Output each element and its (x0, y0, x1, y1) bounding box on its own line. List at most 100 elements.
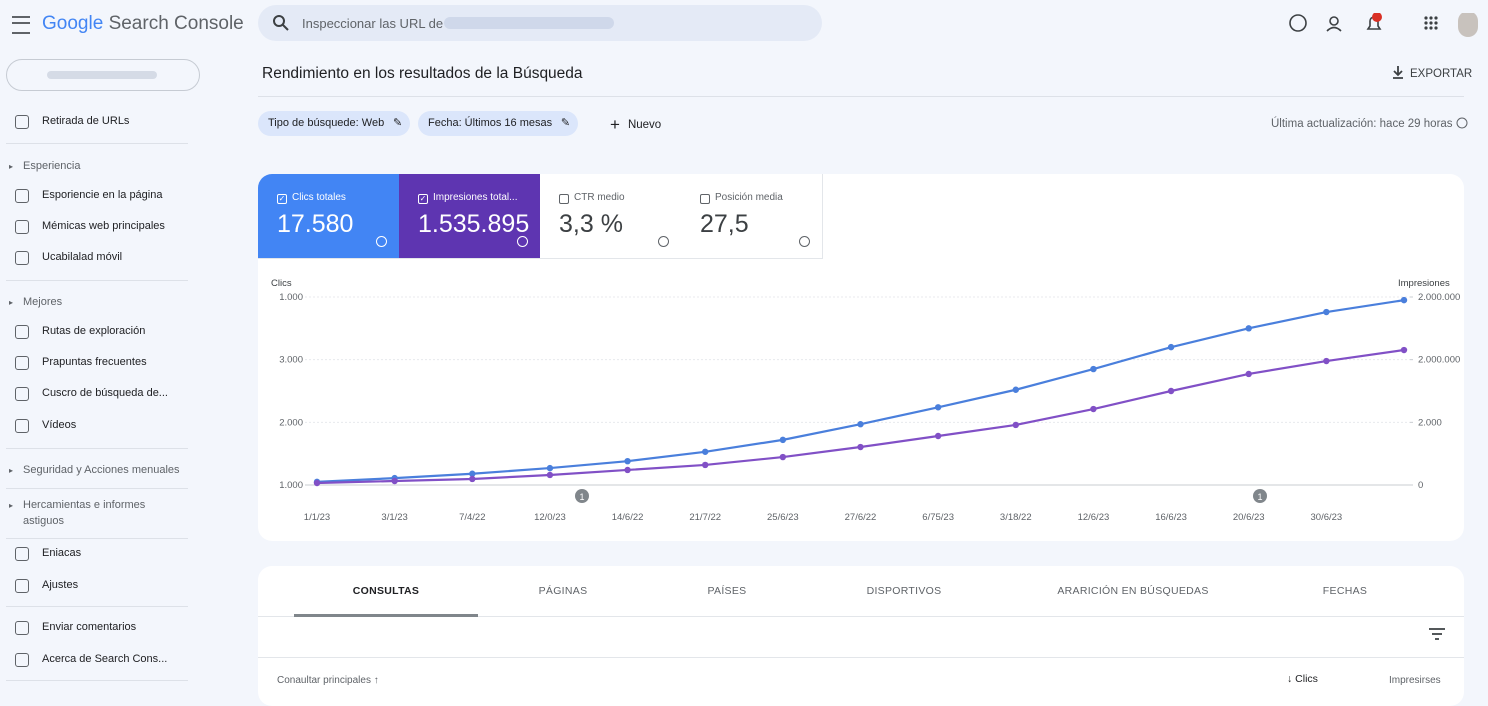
sidebar-item[interactable]: Eniacas (42, 547, 82, 559)
sidebar-icon (15, 579, 29, 593)
sidebar-section[interactable]: Hercamientas e informes astiguos (23, 499, 146, 527)
section-arrow: ▸ (9, 162, 14, 171)
sidebar-icon (15, 356, 29, 370)
data-point (934, 404, 942, 411)
data-point (779, 436, 787, 444)
sidebar-section[interactable]: Seguridad y Acciones menuales (23, 464, 180, 476)
filter-chip[interactable]: Fecha: Últimos 16 mesas ✎ (418, 111, 579, 136)
metric-label: Impresiones total... (433, 192, 518, 203)
tab[interactable]: CONSULTAS (352, 585, 420, 597)
header-icons (1289, 13, 1478, 37)
metric-value: 27,5 (700, 210, 749, 238)
new-filter[interactable]: + Nuevo (610, 115, 662, 134)
product-name: Search Console (108, 13, 244, 34)
x-tick-label: 3/18/22 (1000, 512, 1032, 523)
tab[interactable]: PAÍSES (707, 585, 747, 597)
x-tick-label: 12/6/23 (1078, 512, 1110, 523)
data-point (1167, 387, 1175, 395)
y2-axis-title: Impresiones (1398, 278, 1450, 289)
section-arrow: ▸ (9, 501, 14, 510)
data-point (1323, 357, 1330, 365)
divider (6, 606, 188, 607)
data-point (624, 457, 631, 465)
sidebar-item[interactable]: Acerca de Search Cons... (42, 653, 168, 665)
data-point (1090, 405, 1097, 413)
x-tick-label: 12/0/23 (534, 512, 566, 523)
metric-checkbox: ✓ (418, 194, 428, 204)
data-point (1323, 308, 1330, 316)
sidebar-item[interactable]: Ucabilalad móvil (42, 251, 123, 263)
column-header[interactable]: ↓ Clics (1287, 673, 1318, 685)
y-tick-label: 2.000 (279, 417, 303, 428)
metric-info (517, 236, 528, 247)
filter-icon[interactable] (1429, 628, 1445, 640)
data-point (313, 479, 321, 487)
series-line (316, 348, 1405, 485)
data-point (1167, 343, 1175, 351)
column-header[interactable]: Conaultar principales ↑ (277, 675, 379, 686)
property-selector[interactable] (6, 59, 200, 91)
sidebar-item[interactable]: Mémicas web principales (42, 220, 165, 232)
y2-tick-label: 2.000 (1418, 417, 1442, 428)
annotation-label: 1 (579, 492, 584, 502)
page: Google Search Console Inspeccionar las U… (6, 5, 1478, 706)
x-tick-label: 30/6/23 (1311, 512, 1343, 523)
search-bar[interactable]: Inspeccionar las URL de (258, 5, 822, 41)
divider (258, 96, 1464, 97)
data-point (1400, 296, 1408, 304)
data-point (934, 432, 942, 440)
sidebar-section[interactable]: Esperiencia (23, 160, 81, 172)
new-filter-label: Nuevo (627, 119, 662, 131)
data-point (857, 443, 864, 451)
x-tick-label: 27/6/22 (845, 512, 877, 523)
sidebar-item[interactable]: Retirada de URLs (42, 115, 130, 127)
x-tick-label: 20/6/23 (1233, 512, 1265, 523)
sidebar-icon (15, 653, 29, 667)
sidebar-item[interactable]: Ajustes (42, 579, 79, 591)
sidebar-item[interactable]: Prapuntas frecuentes (42, 356, 147, 368)
metric-label: Posición media (715, 192, 783, 203)
sidebar-icon (15, 621, 29, 635)
data-point (1012, 386, 1019, 393)
divider (6, 488, 188, 489)
section-arrow: ▸ (9, 298, 14, 307)
column-label: Conaultar principales (277, 675, 371, 686)
sidebar-item[interactable]: Cuscro de búsqueda de... (42, 387, 168, 399)
tab[interactable]: ARARICIÓN EN BÚSQUEDAS (1057, 585, 1209, 597)
data-point (391, 477, 398, 485)
divider (258, 657, 1464, 658)
x-tick-label: 21/7/22 (689, 512, 721, 523)
blurred-url (444, 17, 614, 29)
x-tick-label: 14/6/22 (612, 512, 644, 523)
sidebar-item[interactable]: Rutas de exploración (42, 325, 146, 337)
column-label: Clics (1295, 673, 1318, 685)
sidebar-icon (15, 325, 29, 339)
metric-label: Clics totales (292, 192, 346, 203)
column-header[interactable]: Impresirses (1389, 675, 1441, 686)
annotation-marker (1253, 489, 1267, 503)
tab[interactable]: FECHAS (1322, 585, 1368, 597)
export-button[interactable]: EXPORTAR (1392, 66, 1472, 80)
page-title: Rendimiento en los resultados de la Búsq… (262, 65, 583, 82)
data-point (1245, 325, 1252, 332)
search-icon (273, 15, 289, 31)
data-point (546, 464, 554, 472)
filter-chip[interactable]: Tipo de búsquede: Web ✎ (258, 111, 411, 136)
x-tick-label: 7/4/22 (459, 512, 485, 523)
tab[interactable]: PÁGINAS (538, 585, 588, 597)
sidebar-item[interactable]: Esporiencie en la página (42, 189, 163, 201)
sidebar-icon (15, 220, 29, 234)
tab[interactable]: DISPORTIVOS (866, 585, 942, 597)
x-tick-label: 6/75/23 (922, 512, 954, 523)
sidebar-item[interactable]: Enviar comentarios (42, 621, 137, 633)
sidebar-section[interactable]: Mejores (23, 296, 63, 308)
edit-icon: ✎ (392, 117, 403, 129)
column-label: Impresirses (1389, 675, 1441, 686)
data-point (469, 475, 476, 483)
logo[interactable]: Google Search Console (42, 13, 244, 35)
sidebar-item[interactable]: Vídeos (42, 419, 77, 431)
menu-button[interactable] (12, 16, 30, 34)
table-card (258, 566, 1464, 706)
metric-checkbox: ✓ (277, 194, 287, 204)
export-label: EXPORTAR (1410, 68, 1473, 80)
